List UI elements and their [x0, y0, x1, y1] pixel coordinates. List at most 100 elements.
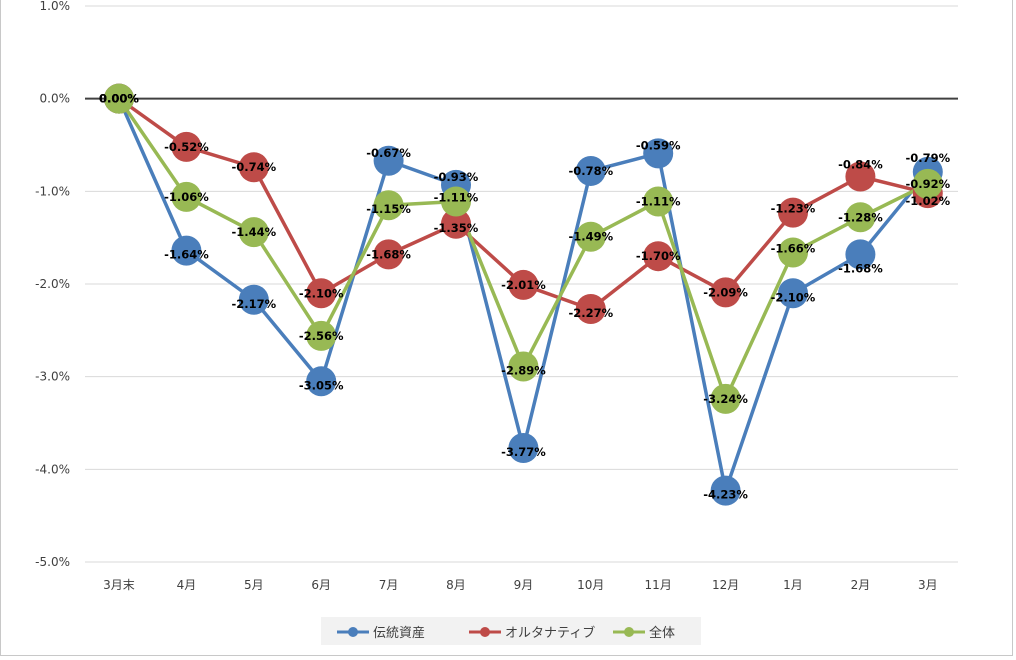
data-labels: 0.00% -1.64% -2.17% -3.05% -0.67% -0.93% -3.77…: [99, 92, 951, 502]
x-tick-label: 2月: [851, 578, 871, 592]
data-label: -1.11%: [636, 195, 681, 209]
data-point: [845, 161, 876, 192]
data-label: -1.06%: [164, 190, 209, 204]
data-label: -0.92%: [905, 177, 950, 191]
x-tick-label: 3月末: [103, 578, 135, 592]
data-label: -0.78%: [568, 164, 613, 178]
x-tick-label: 7月: [379, 578, 399, 592]
data-point: [306, 278, 337, 309]
data-label: 0.00%: [99, 92, 139, 106]
legend-label: オルタナティブ: [505, 625, 595, 641]
legend-label: 全体: [649, 625, 675, 641]
data-label: -0.52%: [164, 140, 209, 154]
data-label: -1.68%: [366, 247, 411, 261]
legend: 伝統資産 オルタナティブ 全体: [321, 617, 701, 645]
data-label: -2.17%: [231, 297, 276, 311]
data-label: -1.15%: [366, 202, 411, 216]
x-tick-label: 12月: [712, 578, 739, 592]
x-tick-label: 4月: [177, 578, 197, 592]
series-markers: [104, 83, 943, 506]
data-point: [373, 145, 404, 176]
data-label: -2.56%: [299, 329, 344, 343]
data-point: [845, 202, 876, 233]
data-label: -1.49%: [568, 230, 613, 244]
data-label: -0.84%: [838, 158, 883, 172]
x-tick-label: 10月: [577, 578, 604, 592]
data-label: -0.93%: [434, 170, 479, 184]
data-label: -1.64%: [164, 248, 209, 262]
data-point: [373, 239, 404, 270]
data-point: [710, 475, 741, 506]
data-point: [508, 433, 539, 464]
data-point: [912, 168, 943, 199]
data-label: -2.09%: [703, 285, 748, 299]
data-label: -0.59%: [636, 138, 681, 152]
data-point: [441, 186, 471, 217]
data-label: -0.74%: [231, 160, 276, 174]
y-tick-label: -4.0%: [35, 462, 70, 476]
data-label: -2.01%: [501, 278, 546, 292]
data-point: [778, 197, 808, 228]
legend-marker: [348, 627, 358, 637]
data-label: -3.77%: [501, 445, 546, 459]
data-point: [238, 152, 269, 183]
data-label: -1.11%: [434, 191, 479, 205]
data-point: [575, 294, 606, 325]
data-point: [575, 155, 606, 186]
y-tick-label: -2.0%: [35, 277, 70, 291]
data-point: [306, 320, 337, 351]
y-tick-label: 1.0%: [40, 0, 71, 13]
data-point: [441, 208, 471, 239]
x-tick-label: 6月: [311, 578, 331, 592]
data-point: [104, 83, 134, 114]
data-point: [171, 235, 202, 266]
x-tick-label: 5月: [244, 578, 264, 592]
data-point: [710, 383, 741, 414]
data-label: -1.44%: [231, 225, 276, 239]
data-label: -2.10%: [771, 290, 816, 304]
data-point: [508, 269, 539, 300]
data-label: -3.05%: [299, 378, 344, 392]
data-point: [643, 241, 674, 272]
data-label: 0.00%: [99, 92, 139, 106]
y-tick-label: -5.0%: [35, 555, 70, 569]
data-point: [306, 366, 337, 397]
x-tick-label: 3月: [918, 578, 938, 592]
data-label: -1.23%: [771, 202, 816, 216]
data-label: -1.02%: [905, 194, 950, 208]
y-axis-ticks: 1.0% 0.0% -1.0% -2.0% -3.0% -4.0% -5.0%: [35, 0, 70, 569]
data-point: [238, 217, 269, 248]
data-label: -2.27%: [568, 306, 613, 320]
data-label: -1.66%: [771, 241, 816, 255]
data-point: [643, 186, 674, 217]
legend-item: 伝統資産: [337, 625, 425, 641]
legend-label: 伝統資産: [373, 625, 425, 641]
x-tick-label: 11月: [645, 578, 672, 592]
data-label: -0.67%: [366, 146, 411, 160]
data-label: -1.70%: [636, 249, 681, 263]
data-point: [508, 351, 539, 382]
data-label: -1.35%: [434, 221, 479, 235]
y-tick-label: -1.0%: [35, 184, 70, 198]
legend-item: オルタナティブ: [469, 625, 595, 641]
x-tick-label: 9月: [514, 578, 534, 592]
y-tick-label: 0.0%: [40, 92, 71, 106]
data-label: 0.00%: [99, 92, 139, 106]
data-point: [171, 181, 202, 212]
data-label: -1.68%: [838, 261, 883, 275]
data-label: -2.10%: [299, 286, 344, 300]
y-tick-label: -3.0%: [35, 370, 70, 384]
data-point: [643, 138, 674, 169]
legend-item: 全体: [613, 625, 675, 641]
data-point: [778, 237, 808, 268]
data-point: [171, 131, 202, 162]
data-label: -0.79%: [905, 151, 950, 165]
data-point: [845, 239, 876, 270]
data-label: -3.24%: [703, 392, 748, 406]
legend-marker: [624, 627, 634, 637]
data-point: [373, 190, 404, 221]
data-point: [575, 221, 606, 252]
data-point: [778, 278, 808, 309]
data-label: -4.23%: [703, 488, 748, 502]
